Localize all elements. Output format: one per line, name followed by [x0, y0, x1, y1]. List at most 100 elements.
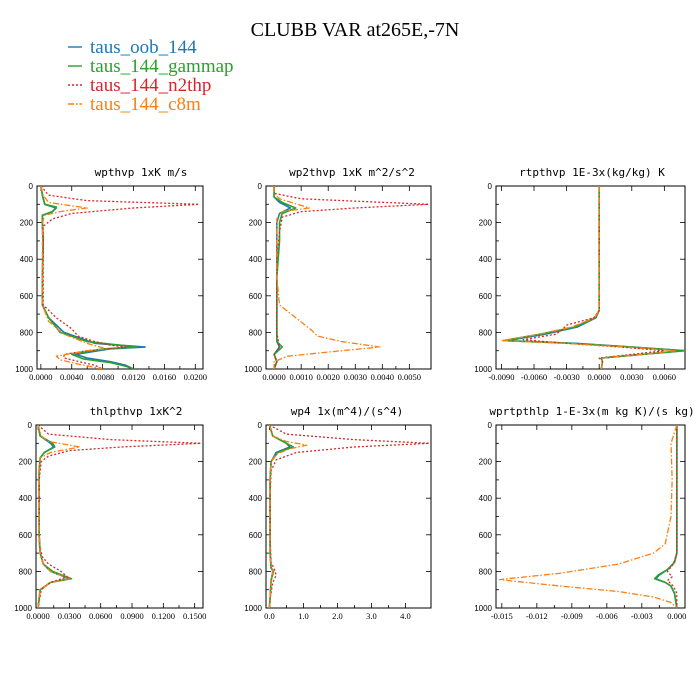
x-tick-label: 0.0040	[60, 372, 83, 382]
panel-title: wprtpthlp 1-E-3x(m kg K)/(s kg)	[489, 405, 694, 418]
series-line-taus_144_c8m	[500, 186, 676, 369]
x-tick-label: -0.015	[491, 611, 513, 621]
series-line-taus_144_gammap	[273, 186, 297, 369]
series-line-taus_144_n2thp	[273, 186, 429, 369]
y-tick-label: 400	[479, 255, 493, 264]
x-tick-label: 0.0200	[184, 372, 207, 382]
legend-label-taus_144_c8m: taus_144_c8m	[90, 94, 201, 115]
series-group	[498, 425, 678, 608]
x-tick-label: 0.0080	[91, 372, 114, 382]
panel-3: rtpthvp 1E-3x(kg/kg) K02004006008001000-…	[474, 166, 686, 382]
y-tick-label: 200	[20, 219, 34, 228]
x-tick-label: 0.0000	[29, 372, 52, 382]
x-tick-label: -0.0030	[553, 372, 579, 382]
y-tick-label: 1000	[14, 604, 32, 613]
legend-label-taus_144_n2thp: taus_144_n2thp	[90, 75, 211, 96]
y-tick-label: 1000	[474, 604, 492, 613]
y-tick-label: 400	[19, 494, 33, 503]
y-tick-label: 800	[479, 567, 493, 576]
y-tick-label: 0	[258, 421, 263, 430]
x-tick-label: 0.0030	[344, 372, 367, 382]
series-line-taus_144_gammap	[40, 186, 139, 369]
x-tick-label: 0.000	[667, 611, 686, 621]
y-tick-label: 600	[20, 292, 34, 301]
series-line-taus_144_c8m	[498, 425, 678, 608]
x-tick-label: 0.0600	[89, 611, 112, 621]
x-tick-label: 0.0010	[289, 372, 312, 382]
x-tick-label: 0.0060	[653, 372, 676, 382]
y-tick-label: 1000	[474, 365, 492, 374]
x-tick-label: 0.0050	[398, 372, 421, 382]
x-tick-label: -0.006	[596, 611, 618, 621]
series-line-taus_144_c8m	[268, 425, 308, 608]
panel-title: thlpthvp 1xK^2	[90, 405, 183, 418]
x-tick-label: 0.0000	[26, 611, 49, 621]
series-line-taus_144_c8m	[40, 186, 108, 369]
legend-label-taus_oob_144: taus_oob_144	[90, 37, 197, 58]
panel-2: wp2thvp 1xK m^2/s^2020040060080010000.00…	[244, 166, 432, 382]
series-group	[500, 186, 685, 369]
y-tick-label: 600	[479, 531, 493, 540]
y-tick-label: 200	[479, 219, 493, 228]
x-tick-label: 0.1200	[152, 611, 175, 621]
x-tick-label: 3.0	[366, 611, 377, 621]
x-tick-label: 0.0020	[317, 372, 340, 382]
y-tick-label: 0	[488, 182, 493, 191]
x-tick-label: 0.0000	[262, 372, 285, 382]
y-tick-label: 400	[479, 494, 493, 503]
y-tick-label: 200	[249, 219, 263, 228]
x-tick-label: 0.0000	[588, 372, 611, 382]
legend-label-taus_144_gammap: taus_144_gammap	[90, 56, 234, 77]
x-tick-label: 2.0	[332, 611, 343, 621]
panel-6: wprtpthlp 1-E-3x(m kg K)/(s kg) 0 200 400 60…	[474, 405, 694, 621]
y-tick-label: 200	[249, 458, 263, 467]
plot-frame	[495, 424, 686, 609]
panel-title: wp4 1x(m^4)/(s^4)	[291, 405, 404, 418]
y-tick-label: 800	[249, 328, 263, 337]
y-tick-label: 400	[249, 494, 263, 503]
y-tick-label: 1000	[244, 604, 262, 613]
y-tick-label: 600	[19, 531, 33, 540]
series-group	[37, 425, 202, 608]
plot-frame	[265, 424, 432, 609]
y-tick-label: 0	[28, 421, 33, 430]
y-tick-label: 800	[479, 328, 493, 337]
y-tick-label: 0	[258, 182, 263, 191]
x-tick-label: 0.1500	[183, 611, 206, 621]
plot-frame	[265, 185, 432, 370]
y-tick-label: 0	[29, 182, 34, 191]
x-tick-label: 0.0030	[620, 372, 643, 382]
x-tick-label: -0.0060	[521, 372, 547, 382]
series-group	[268, 425, 430, 608]
y-tick-label: 400	[20, 255, 34, 264]
x-tick-label: -0.003	[631, 611, 653, 621]
x-tick-label: -0.0090	[488, 372, 514, 382]
x-tick-label: 0.0160	[153, 372, 176, 382]
y-tick-label: 800	[19, 567, 33, 576]
series-group	[273, 186, 429, 369]
x-tick-label: 0.0120	[122, 372, 145, 382]
y-tick-label: 200	[479, 458, 493, 467]
x-tick-label: 0.0900	[120, 611, 143, 621]
x-tick-label: 1.0	[298, 611, 309, 621]
panel-title: rtpthvp 1E-3x(kg/kg) K	[519, 166, 665, 179]
series-line-taus_144_n2thp	[37, 425, 202, 608]
y-tick-label: 600	[479, 292, 493, 301]
x-tick-label: -0.009	[561, 611, 583, 621]
series-line-taus_144_n2thp	[666, 425, 678, 608]
panel-title: wp2thvp 1xK m^2/s^2	[289, 166, 415, 179]
x-tick-label: 0.0	[264, 611, 275, 621]
series-line-taus_144_n2thp	[268, 425, 430, 608]
series-group	[40, 186, 200, 369]
series-line-taus_144_c8m	[37, 425, 81, 608]
x-tick-label: 0.0300	[58, 611, 81, 621]
x-tick-label: 0.0040	[371, 372, 394, 382]
x-tick-label: -0.012	[526, 611, 548, 621]
y-tick-label: 1000	[15, 365, 33, 374]
plot-frame	[36, 185, 204, 370]
y-tick-label: 200	[19, 458, 33, 467]
